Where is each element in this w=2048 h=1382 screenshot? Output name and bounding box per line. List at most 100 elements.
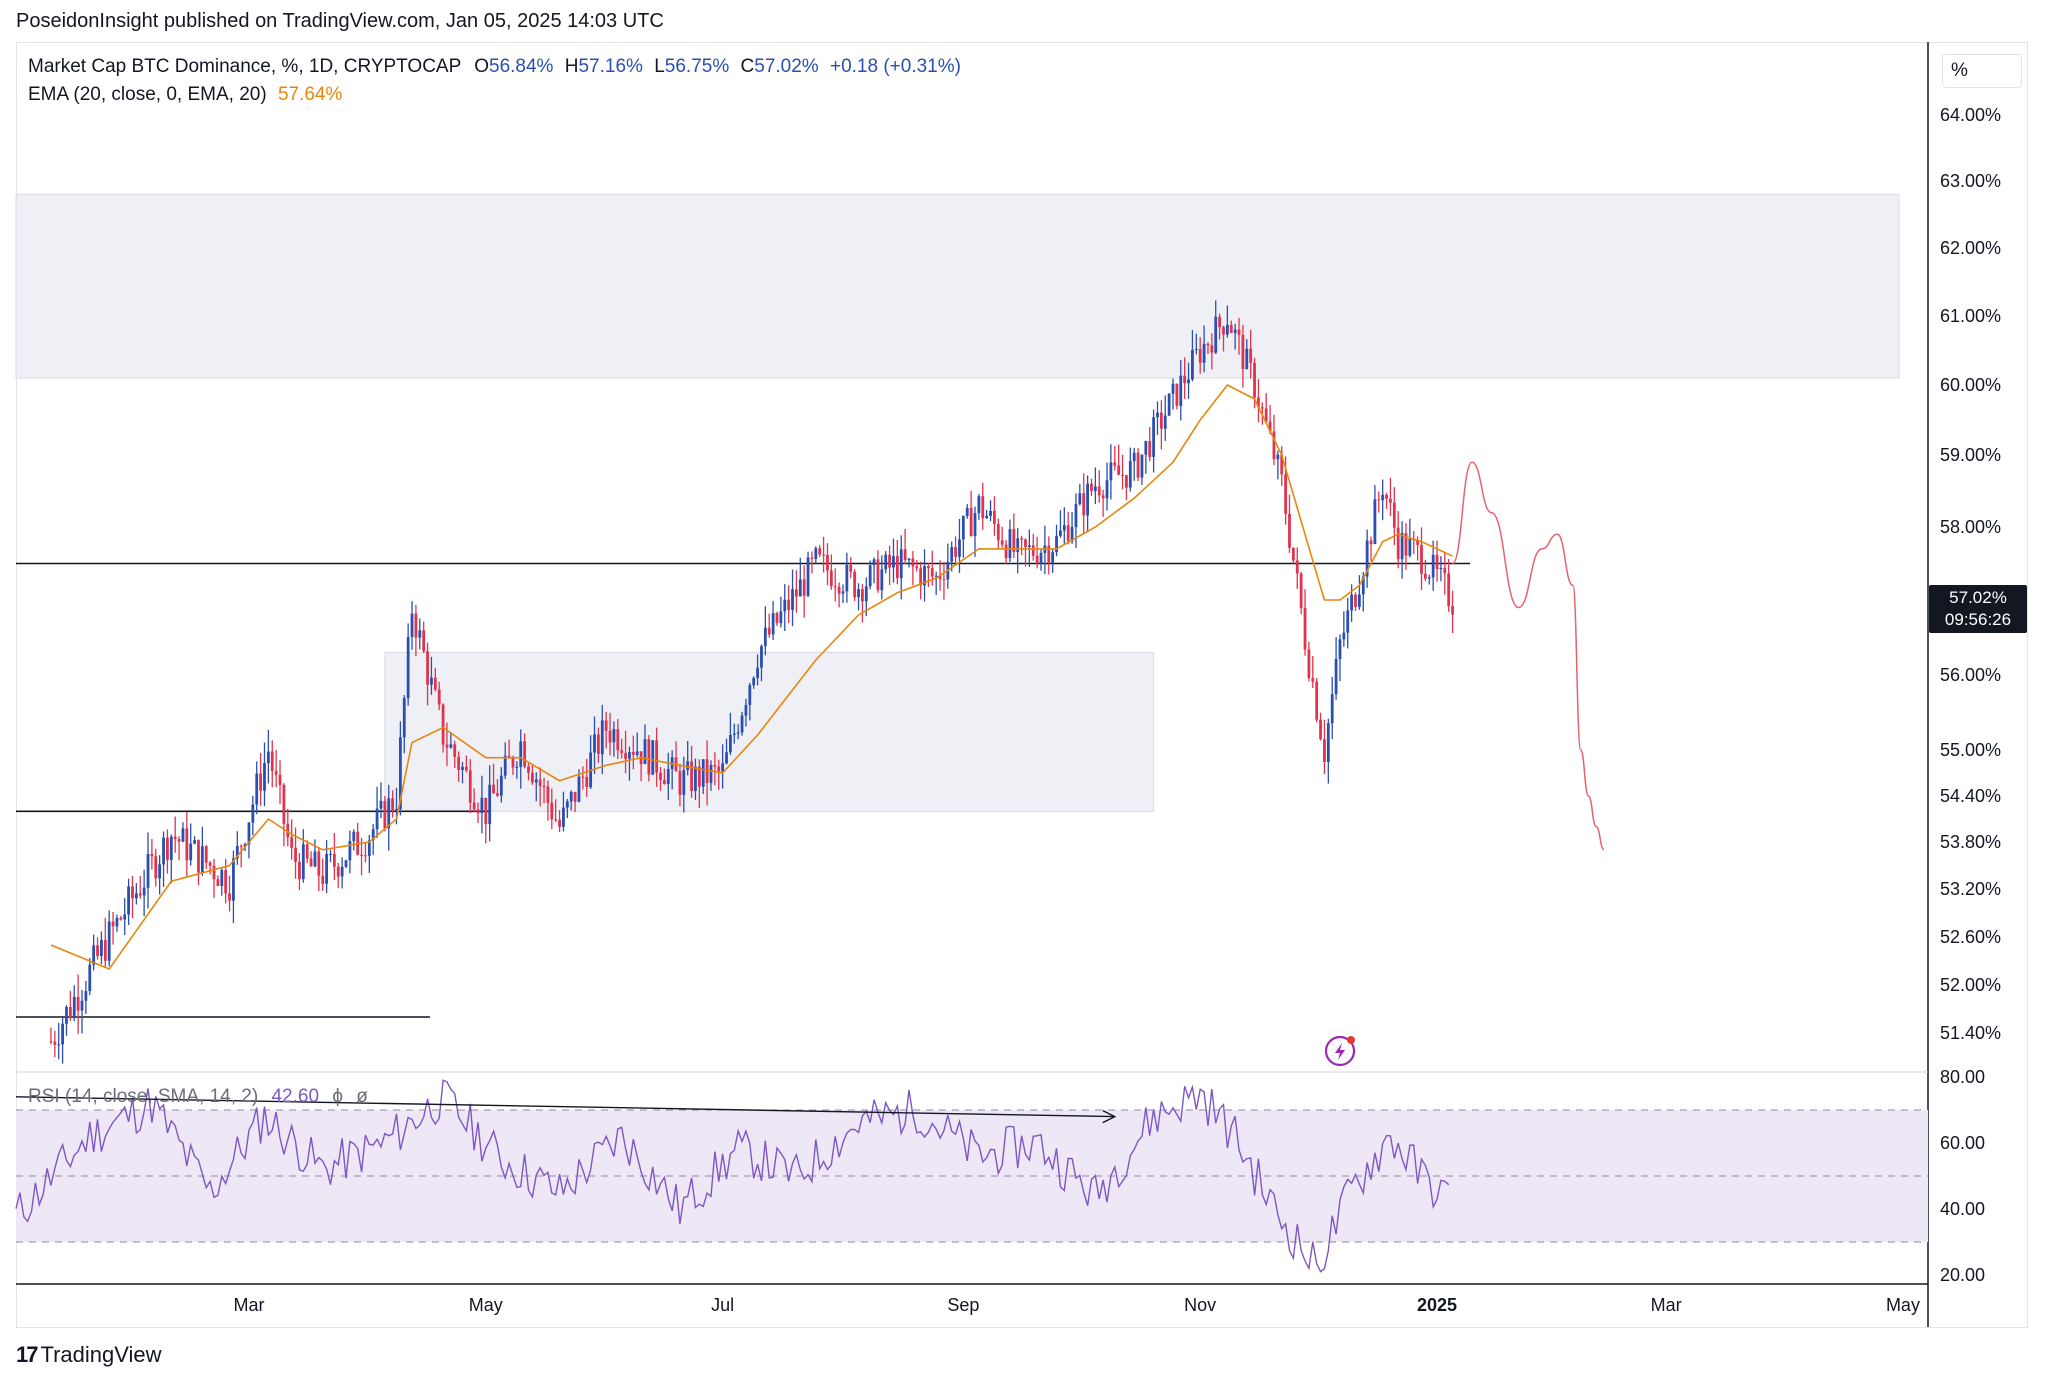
- last-price-tag: 57.02% 09:56:26: [1929, 585, 2027, 633]
- low-value: 56.75%: [664, 56, 730, 77]
- rsi-tick-3: 20.00: [1940, 1265, 1985, 1285]
- candle-body-299: [1210, 345, 1214, 353]
- rsi-extra-icon-1[interactable]: ϕ: [332, 1086, 343, 1107]
- main-legend[interactable]: Market Cap BTC Dominance, %, 1D, CRYPTOC…: [28, 56, 961, 78]
- candle-body-355: [1427, 577, 1431, 579]
- candle-body-47: [232, 858, 235, 901]
- candle-body-157: [659, 772, 662, 780]
- candle-body-103: [449, 744, 453, 748]
- candle-body-53: [255, 773, 259, 805]
- candle-body-143: [604, 720, 608, 731]
- bar-countdown: 09:56:26: [1944, 610, 2012, 629]
- candle-body-116: [499, 775, 503, 796]
- price-tick-9: 54.40%: [1940, 786, 2001, 806]
- candle-body-323: [1303, 607, 1307, 650]
- price-tick-12: 52.60%: [1940, 927, 2001, 947]
- chart-frame: [16, 42, 2028, 1328]
- candle-body-322: [1299, 573, 1303, 608]
- close-value: 57.02%: [754, 56, 819, 77]
- candle-body-100: [437, 689, 441, 705]
- candle-body-5: [68, 1006, 72, 1017]
- candle-body-240: [981, 496, 985, 519]
- candle-body-141: [596, 734, 600, 755]
- ema-legend[interactable]: EMA (20, close, 0, EMA, 20) 57.64%: [28, 84, 342, 106]
- time-tick-2: Jul: [711, 1295, 734, 1315]
- candle-body-183: [760, 646, 763, 668]
- candle-body-262: [1066, 525, 1070, 542]
- candle-body-274: [1113, 462, 1117, 466]
- candle-body-22: [134, 893, 138, 899]
- candle-body-237: [969, 507, 973, 537]
- time-tick-7: May: [1886, 1295, 1920, 1315]
- rsi-extra-icon-2[interactable]: ø: [356, 1086, 368, 1107]
- price-tick-2: 62.00%: [1940, 238, 2001, 258]
- candle-body-268: [1090, 483, 1093, 492]
- candle-body-38: [197, 840, 200, 873]
- candle-body-205: [845, 564, 849, 592]
- candle-body-54: [259, 773, 263, 791]
- scale-mode-button[interactable]: %: [1942, 54, 2022, 88]
- candle-body-235: [961, 516, 965, 540]
- candle-body-181: [752, 677, 756, 686]
- candle-body-24: [142, 887, 146, 896]
- candle-body-335: [1350, 594, 1354, 611]
- candle-body-346: [1392, 502, 1396, 528]
- candle-body-134: [569, 791, 573, 802]
- candle-body-300: [1214, 316, 1218, 353]
- candle-body-124: [530, 772, 534, 783]
- candle-body-14: [103, 939, 107, 961]
- tradingview-logo[interactable]: 17 TradingView: [16, 1342, 162, 1368]
- candle-body-210: [864, 586, 868, 602]
- candle-body-288: [1167, 393, 1171, 416]
- candle-body-220: [903, 549, 907, 560]
- candle-body-87: [387, 798, 391, 829]
- candle-body-219: [899, 549, 903, 579]
- rsi-legend[interactable]: RSI (14, close, SMA, 14, 2) 42.60 ϕ ø: [28, 1086, 368, 1108]
- time-tick-0: Mar: [233, 1295, 264, 1315]
- candle-body-41: [208, 862, 212, 866]
- candle-body-286: [1159, 412, 1163, 429]
- candle-body-126: [538, 779, 542, 787]
- candle-body-308: [1245, 348, 1249, 370]
- candle-body-267: [1086, 483, 1089, 516]
- candle-body-49: [239, 846, 243, 848]
- candle-body-359: [1443, 568, 1447, 574]
- price-tick-6: 58.00%: [1940, 517, 2001, 537]
- candle-body-251: [1024, 539, 1027, 547]
- candle-body-212: [872, 559, 876, 566]
- candle-body-37: [193, 840, 196, 844]
- candle-body-326: [1315, 681, 1319, 720]
- candle-body-88: [391, 798, 395, 811]
- candle-body-90: [398, 737, 402, 810]
- candle-body-249: [1016, 538, 1020, 552]
- candle-body-261: [1062, 525, 1066, 531]
- candle-body-214: [880, 569, 884, 591]
- price-tick-7: 56.00%: [1940, 665, 2001, 685]
- candle-body-50: [243, 844, 247, 847]
- candle-body-280: [1136, 452, 1140, 478]
- candle-body-111: [480, 797, 484, 814]
- candle-body-297: [1202, 343, 1206, 363]
- candle-body-63: [294, 847, 297, 862]
- zone-rect-0: [15, 193, 1900, 379]
- candle-body-182: [756, 667, 759, 678]
- candle-body-357: [1435, 554, 1439, 570]
- candle-body-138: [585, 776, 589, 788]
- candle-body-172: [717, 766, 721, 772]
- candle-body-108: [468, 770, 472, 803]
- candle-body-252: [1027, 545, 1031, 547]
- candle-body-191: [791, 589, 794, 610]
- candle-body-145: [612, 729, 616, 743]
- candle-body-197: [814, 548, 818, 559]
- candle-body-163: [682, 770, 686, 795]
- candle-body-239: [977, 496, 981, 514]
- candle-body-65: [301, 844, 305, 880]
- candle-body-361: [1451, 606, 1454, 615]
- candle-body-19: [123, 914, 127, 920]
- candle-body-76: [344, 860, 348, 867]
- candle-body-244: [996, 523, 1000, 541]
- candle-body-115: [496, 793, 499, 796]
- candle-body-149: [628, 751, 631, 759]
- time-tick-4: Nov: [1184, 1295, 1216, 1315]
